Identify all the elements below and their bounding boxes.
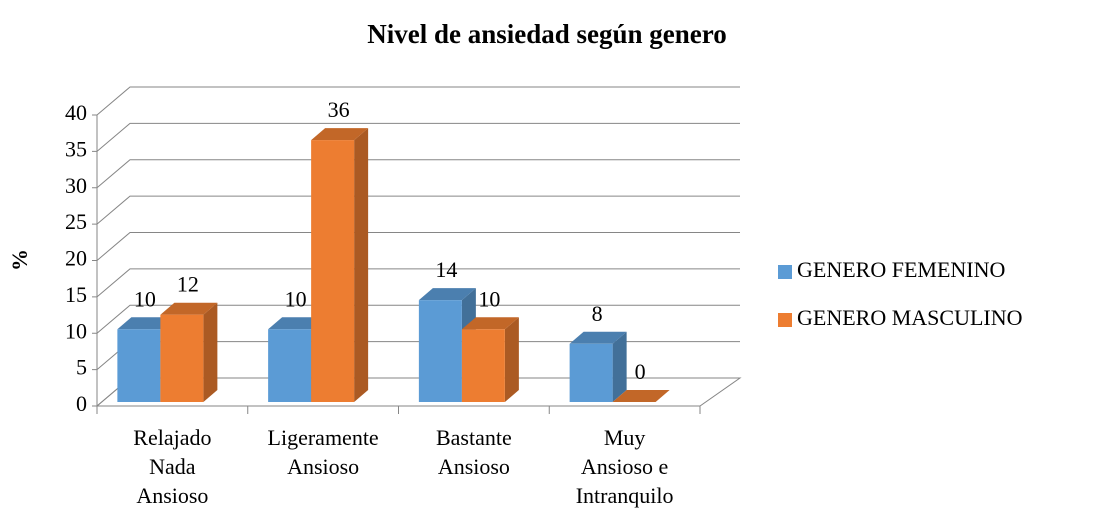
data-label: 12 (177, 272, 199, 297)
data-label: 14 (435, 257, 457, 282)
bar (311, 140, 355, 402)
bar (569, 343, 613, 402)
grid-line (96, 232, 740, 261)
bar-side (354, 128, 369, 402)
data-label: 36 (328, 97, 350, 122)
data-label: 10 (134, 286, 156, 311)
bar-top (461, 317, 519, 330)
legend-label: GENERO MASCULINO (797, 305, 1023, 330)
y-axis-label: % (7, 249, 32, 271)
legend-swatch (778, 265, 792, 279)
x-tick-label: Muy Ansioso e Intranquilo (576, 425, 674, 508)
bar (268, 329, 312, 402)
bar-top (117, 317, 175, 330)
bar-side (504, 317, 519, 402)
bar-top (311, 128, 369, 141)
grid-line (96, 159, 740, 189)
grid-line (96, 195, 740, 225)
bar-top (612, 390, 670, 402)
grid-line (96, 268, 740, 298)
bar-top (418, 288, 476, 301)
y-tick-label: 40 (65, 100, 87, 125)
y-tick-label: 25 (65, 209, 87, 234)
y-tick-label: 5 (76, 355, 87, 380)
y-tick-label: 35 (65, 136, 87, 161)
bar-top (268, 317, 326, 330)
bar (160, 314, 204, 402)
x-tick-label: Relajado Nada Ansioso (133, 425, 211, 508)
data-label: 0 (635, 359, 646, 384)
data-label: 8 (592, 301, 603, 326)
bar-side (203, 302, 218, 402)
x-tick-label: Ligeramente Ansioso (268, 425, 379, 479)
y-tick-label: 10 (65, 318, 87, 343)
data-label: 10 (478, 286, 500, 311)
grid-line (96, 122, 740, 152)
x-tick-label: Bastante Ansioso (436, 425, 512, 479)
chart-title: Nivel de ansiedad según genero (367, 19, 727, 49)
y-tick-label: 15 (65, 282, 87, 307)
grid-line (96, 86, 740, 116)
bar-top (569, 331, 627, 344)
y-tick-label: 30 (65, 173, 87, 198)
legend-swatch (778, 313, 792, 327)
bar-side (612, 331, 627, 402)
legend-label: GENERO FEMENINO (797, 257, 1005, 282)
grid-line (96, 304, 740, 334)
data-label: 10 (285, 286, 307, 311)
bar-top (160, 302, 218, 315)
bar (418, 300, 462, 402)
y-tick-label: 20 (65, 246, 87, 271)
bar (461, 329, 505, 402)
y-tick-label: 0 (76, 391, 87, 416)
bar (117, 329, 161, 402)
